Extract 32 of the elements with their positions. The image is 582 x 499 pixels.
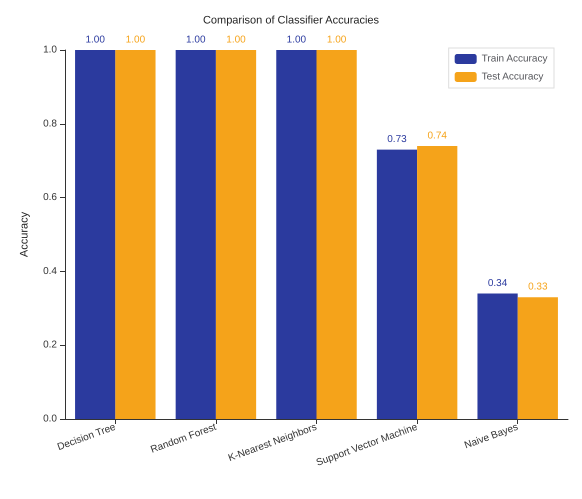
y-axis-title: Accuracy <box>18 211 30 258</box>
chart-title: Comparison of Classifier Accuracies <box>202 14 380 26</box>
data-label: 1.00 <box>186 34 206 46</box>
y-tick-label: 0.4 <box>43 266 58 277</box>
bar <box>75 50 116 419</box>
y-tick-label: 1.0 <box>43 44 58 56</box>
data-label: 1.00 <box>85 34 106 46</box>
bar <box>276 50 316 419</box>
bar <box>376 150 418 419</box>
x-tick-label: Random Forest <box>149 422 218 456</box>
bar <box>417 146 458 419</box>
bar <box>115 50 156 419</box>
bar <box>477 294 518 419</box>
bar <box>216 50 256 419</box>
data-label: 1.00 <box>326 34 347 46</box>
data-label: 1.00 <box>226 34 246 46</box>
data-label: 0.33 <box>528 282 548 293</box>
bar <box>316 50 357 419</box>
legend-label: Test Accuracy <box>482 72 544 82</box>
bar <box>518 297 558 419</box>
y-tick-label: 0.6 <box>43 192 58 204</box>
data-label: 1.00 <box>126 34 146 46</box>
data-label: 0.34 <box>488 278 508 290</box>
y-tick-label: 0.2 <box>43 340 58 351</box>
y-tick-label: 0.8 <box>43 118 58 130</box>
data-label: 0.74 <box>427 130 448 142</box>
y-tick-label: 0.0 <box>43 414 58 424</box>
bar <box>176 50 216 419</box>
data-label: 1.00 <box>286 34 307 46</box>
data-label: 0.73 <box>387 134 408 146</box>
legend-label: Train Accuracy <box>482 54 548 64</box>
x-tick-label: Naive Bayes <box>463 422 520 452</box>
